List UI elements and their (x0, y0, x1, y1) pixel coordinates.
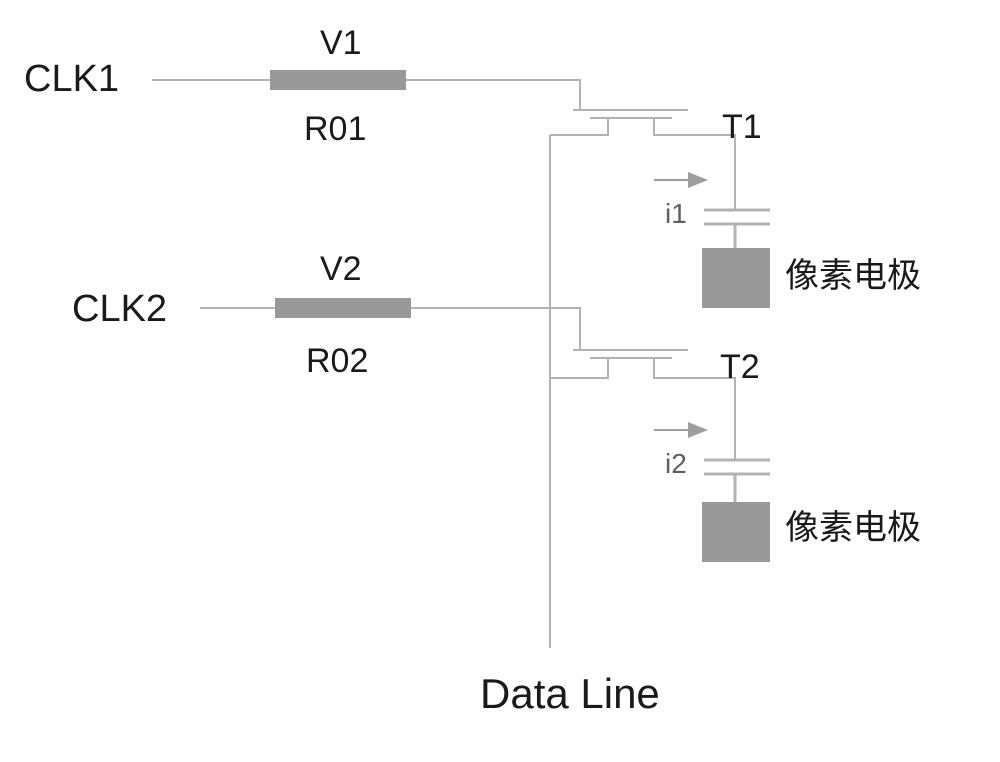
v2-label: V2 (320, 250, 362, 289)
circuit-svg (0, 0, 1000, 757)
clk1-label: CLK1 (24, 58, 119, 101)
r02-resistor (275, 298, 411, 318)
r02-label: R02 (306, 342, 368, 381)
r01-to-t1gate (406, 80, 580, 110)
p2-electrode (702, 502, 770, 562)
t2-label: T2 (720, 348, 760, 387)
i1-label: i1 (665, 198, 687, 230)
r01-resistor (270, 70, 406, 90)
r02-to-t2gate (411, 308, 580, 350)
dataline-label: Data Line (480, 670, 660, 718)
pixel1-label: 像素电极 (785, 248, 921, 297)
r01-label: R01 (304, 110, 366, 149)
clk2-label: CLK2 (72, 288, 167, 331)
pixel2-label: 像素电极 (785, 500, 921, 549)
i2-label: i2 (665, 448, 687, 480)
p1-electrode (702, 248, 770, 308)
circuit-diagram: CLK1 CLK2 V1 V2 R01 R02 T1 T2 i1 i2 像素电极… (0, 0, 1000, 757)
v1-label: V1 (320, 24, 362, 63)
t1-source (550, 118, 608, 135)
t2-source (550, 358, 608, 378)
t1-label: T1 (722, 108, 762, 147)
